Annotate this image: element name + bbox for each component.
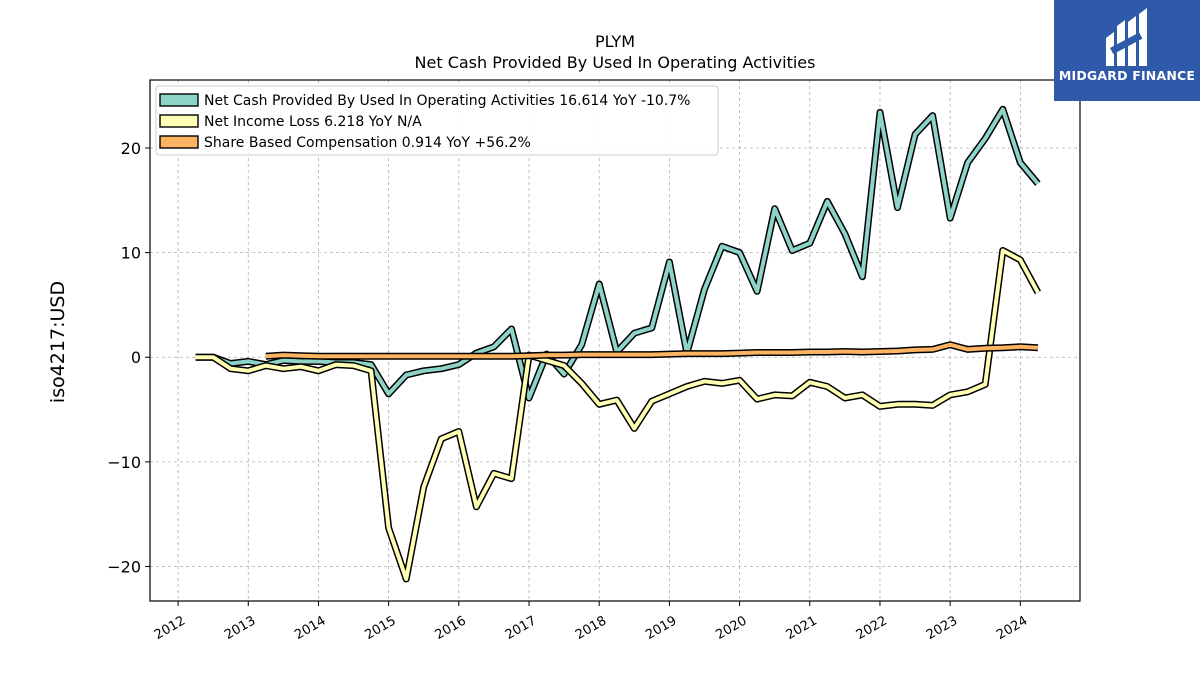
series-layer	[195, 105, 1041, 583]
x-tick-label: 2020	[713, 613, 749, 643]
x-tick-label: 2019	[643, 613, 679, 643]
legend-label: Net Cash Provided By Used In Operating A…	[204, 93, 691, 109]
x-tick-label: 2012	[152, 613, 188, 643]
series-outline-net-income-loss	[195, 247, 1041, 583]
x-tick-label: 2017	[503, 613, 539, 643]
legend: Net Cash Provided By Used In Operating A…	[155, 85, 719, 156]
x-tick-label: 2016	[433, 613, 469, 643]
x-tick-label: 2024	[994, 613, 1030, 643]
legend-label: Net Income Loss 6.218 YoY N/A	[204, 114, 422, 130]
y-tick-label: 10	[121, 244, 141, 263]
logo-mark-icon	[1106, 8, 1147, 66]
legend-swatch	[159, 114, 199, 128]
y-axis-label: iso4217:USD	[47, 281, 69, 403]
x-tick-label: 2023	[924, 613, 960, 643]
legend-label: Share Based Compensation 0.914 YoY +56.2…	[204, 135, 531, 151]
brand-logo: MIDGARD FINANCE	[1054, 0, 1200, 101]
x-tick-label: 2022	[854, 613, 890, 643]
y-tick-label: −20	[107, 557, 141, 576]
legend-box	[155, 85, 719, 156]
y-tick-label: −10	[107, 453, 141, 472]
plot-frame	[149, 79, 1081, 602]
x-tick-label: 2015	[362, 613, 398, 643]
x-tick-label: 2018	[573, 613, 609, 643]
y-tick-label: 0	[131, 348, 141, 367]
legend-swatch	[159, 93, 199, 107]
x-tick-label: 2021	[784, 613, 820, 643]
series-line-share-based-compensation	[265, 342, 1039, 359]
series-line-net-income-loss	[195, 248, 1040, 581]
brand-name: MIDGARD FINANCE	[1058, 68, 1196, 83]
grid	[150, 80, 1080, 601]
x-tick-label: 2014	[292, 613, 328, 643]
ticks: 2012 2013 2014 2015 2016 2017 2018 2019 2020 2021…	[107, 139, 1030, 643]
chart-title: PLYM	[595, 32, 635, 51]
y-tick-label: 20	[121, 139, 141, 158]
chart-subtitle: Net Cash Provided By Used In Operating A…	[415, 53, 816, 72]
x-tick-label: 2013	[222, 613, 258, 643]
legend-swatch	[159, 135, 199, 149]
